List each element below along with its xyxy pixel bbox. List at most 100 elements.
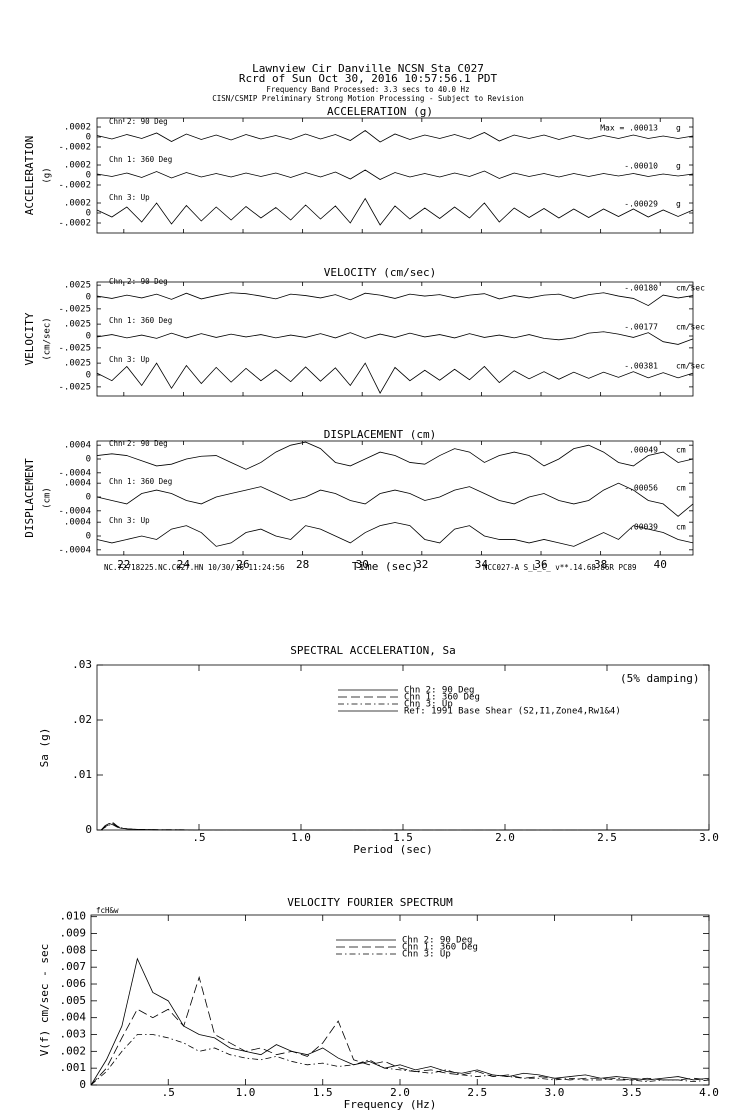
peak-label: -.00029 (624, 200, 658, 209)
y-tick-label: -.0002 (58, 143, 91, 153)
y-tick-label: -.0004 (58, 468, 91, 478)
trace (96, 441, 694, 470)
x-tick-label: .5 (192, 831, 205, 844)
legend-label: Chn 2: 90 Deg (402, 936, 472, 946)
x-tick-label: 28 (296, 558, 309, 571)
y-tick-label: .0025 (64, 359, 91, 369)
y-tick-label: 0 (85, 823, 92, 836)
series-line (100, 823, 709, 831)
y-tick-label: .0004 (64, 518, 91, 528)
peak-label: -.00010 (624, 162, 658, 171)
footer-left: NC.72718225.NC.C027.HN 10/30/16 11:24:56 (104, 563, 285, 572)
panel-title: ACCELERATION (g) (327, 105, 433, 118)
y-axis-label: Sa (g) (38, 728, 51, 768)
peak-unit: g (676, 124, 681, 133)
x-tick-label: 3.5 (622, 1086, 642, 1099)
x-axis-label: Time (sec) (352, 560, 418, 573)
y-tick-label: -.0025 (58, 343, 91, 353)
peak-unit: cm (676, 446, 686, 455)
peak-unit: cm (676, 523, 686, 532)
channel-name: Chn 2: 90 Deg (109, 439, 168, 448)
peak-label: .00049 (629, 446, 658, 455)
y-tick-label: 0 (86, 133, 91, 143)
trace (96, 169, 694, 180)
y-tick-label: .004 (60, 1011, 87, 1024)
x-tick-label: 26 (236, 558, 249, 571)
peak-unit: g (676, 200, 681, 209)
y-tick-label: .009 (60, 927, 87, 940)
y-tick-label: -.0004 (58, 506, 91, 516)
panel-frame (96, 117, 694, 234)
channel-name: Chn 2: 90 Deg (109, 277, 168, 286)
y-tick-label: .005 (60, 994, 87, 1007)
y-axis-label: V(f) cm/sec - sec (38, 944, 51, 1057)
y-tick-label: 0 (86, 293, 91, 303)
channel-name: Chn 3: Up (109, 355, 150, 364)
x-axis-label: Period (sec) (353, 843, 432, 856)
peak-unit: cm/sec (676, 323, 705, 332)
side-unit: (g) (43, 167, 53, 183)
y-tick-label: .002 (60, 1044, 87, 1057)
trace (96, 362, 694, 394)
channel-name: Chn 1: 360 Deg (109, 155, 172, 164)
y-tick-label: 0 (86, 493, 91, 503)
x-tick-label: .5 (162, 1086, 175, 1099)
y-tick-label: -.0004 (58, 545, 91, 555)
series-line (90, 975, 710, 1086)
y-tick-label: -.0025 (58, 382, 91, 392)
channel-name: Chn 1: 360 Deg (109, 477, 172, 486)
trace (96, 331, 694, 345)
trace (96, 522, 694, 547)
x-tick-label: 38 (594, 558, 607, 571)
plot-frame (90, 914, 710, 1086)
peak-label: Max = .00013 (600, 124, 658, 133)
legend-label: Chn 1: 360 Deg (404, 693, 480, 703)
panel-title: DISPLACEMENT (cm) (324, 428, 437, 441)
x-tick-label: 30 (356, 558, 369, 571)
x-tick-label: 2.5 (467, 1086, 487, 1099)
side-label: ACCELERATION (23, 136, 36, 215)
y-tick-label: 0 (86, 455, 91, 465)
y-tick-label: .0002 (64, 123, 91, 133)
y-tick-label: .0025 (64, 281, 91, 291)
x-tick-label: 4.0 (699, 1086, 719, 1099)
peak-label: -.00180 (624, 284, 658, 293)
channel-name: Chn 3: Up (109, 516, 150, 525)
header-line: Rcrd of Sun Oct 30, 2016 10:57:56.1 PDT (239, 72, 498, 85)
y-tick-label: -.0025 (58, 304, 91, 314)
y-tick-label: 0 (86, 332, 91, 342)
y-tick-label: 0 (86, 209, 91, 219)
y-tick-label: -.0002 (58, 181, 91, 191)
y-tick-label: .0002 (64, 161, 91, 171)
x-tick-label: 36 (534, 558, 547, 571)
legend-label: Chn 3: Up (402, 950, 451, 960)
y-tick-label: 0 (86, 371, 91, 381)
trace (96, 197, 694, 226)
x-tick-label: 32 (415, 558, 428, 571)
y-tick-label: 0 (86, 171, 91, 181)
side-unit: (cm) (43, 487, 53, 509)
chart-title: SPECTRAL ACCELERATION, Sa (290, 644, 456, 657)
x-tick-label: 1.0 (236, 1086, 256, 1099)
y-tick-label: .0002 (64, 199, 91, 209)
y-tick-label: 0 (79, 1078, 86, 1091)
x-tick-label: 24 (177, 558, 191, 571)
y-tick-label: .007 (60, 960, 87, 973)
y-tick-label: .0004 (64, 479, 91, 489)
y-tick-label: 0 (86, 532, 91, 542)
series-line (100, 822, 709, 831)
chart-title: VELOCITY FOURIER SPECTRUM (287, 896, 453, 909)
x-tick-label: 3.0 (699, 831, 719, 844)
x-tick-label: 2.5 (597, 831, 617, 844)
footer-right: NCC027-A S_L_C_ v**.14.68.86R PC89 (483, 563, 637, 572)
channel-name: Chn 2: 90 Deg (109, 117, 168, 126)
peak-unit: g (676, 162, 681, 171)
peak-unit: cm (676, 484, 686, 493)
annotation: (5% damping) (620, 672, 699, 685)
trace (96, 130, 694, 143)
x-tick-label: 40 (654, 558, 667, 571)
peak-label: -.00056 (624, 484, 658, 493)
legend-label: Ref: 1991 Base Shear (S2,I1,Zone4,Rw1&4) (404, 707, 621, 717)
y-tick-label: .008 (60, 943, 87, 956)
panel-frame (96, 281, 694, 397)
